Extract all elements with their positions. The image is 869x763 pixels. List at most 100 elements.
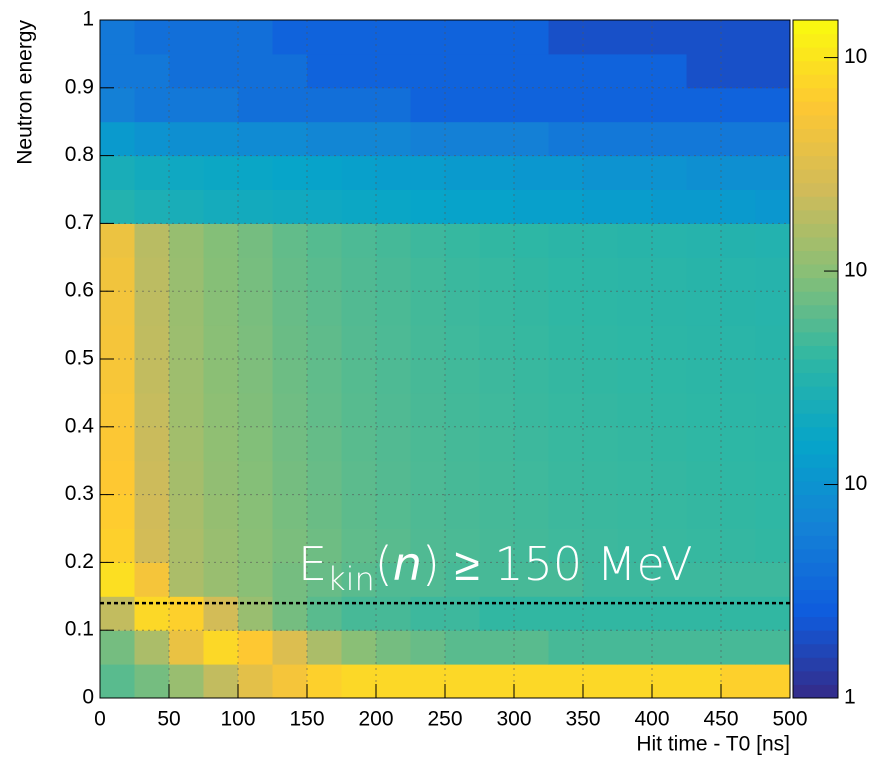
- heatmap-cell: [341, 596, 377, 631]
- heatmap-cell: [548, 494, 584, 529]
- heatmap-cell: [341, 426, 377, 462]
- heatmap-cell: [203, 291, 239, 326]
- heatmap-cell: [479, 87, 515, 123]
- colorbar-band: [793, 345, 838, 360]
- colorbar-band: [793, 453, 838, 468]
- heatmap-cell: [341, 155, 377, 190]
- heatmap-cell: [100, 121, 135, 157]
- heatmap-cell: [652, 53, 687, 89]
- heatmap-cell: [272, 528, 308, 563]
- heatmap-cell: [100, 87, 135, 123]
- x-axis-label: Hit time - T0 [ns]: [636, 733, 790, 756]
- y-axis-label: Neutron energy: [14, 20, 37, 165]
- heatmap-cell: [514, 426, 549, 462]
- heatmap-cell: [686, 630, 722, 665]
- colorbar-band: [793, 440, 838, 455]
- colorbar-band: [793, 548, 838, 563]
- heatmap-cell: [721, 291, 756, 326]
- heatmap-cell: [307, 562, 342, 597]
- heatmap-cell: [376, 223, 411, 258]
- colorbar-band: [793, 87, 838, 102]
- heatmap-cell: [341, 630, 377, 665]
- heatmap-cell: [721, 155, 756, 190]
- heatmap-cell: [445, 223, 480, 258]
- heatmap-cell: [203, 460, 239, 496]
- plot-frame: [99, 19, 791, 699]
- colorbar-band: [793, 304, 838, 319]
- heatmap-cell: [445, 494, 480, 529]
- heatmap-cell: [272, 223, 308, 258]
- heatmap-cell: [583, 596, 618, 631]
- heatmap-cell: [272, 20, 308, 55]
- heatmap-cell: [755, 20, 791, 55]
- heatmap-cell: [755, 596, 791, 631]
- heatmap-cell: [445, 630, 480, 665]
- heatmap-cell: [583, 460, 618, 496]
- heatmap-cell: [479, 392, 515, 428]
- heatmap-cell: [583, 630, 618, 665]
- heatmap-cell: [755, 325, 791, 360]
- colorbar-band: [793, 182, 838, 197]
- heatmap-cell: [169, 87, 204, 123]
- colorbar-tick-label: 10: [844, 259, 867, 282]
- heatmap-cell: [652, 460, 687, 496]
- heatmap-cell: [341, 359, 377, 394]
- colorbar-band: [793, 47, 838, 62]
- colorbar-band: [793, 277, 838, 292]
- colorbar-band: [793, 20, 838, 35]
- heatmap-cell: [721, 426, 756, 462]
- heatmap-cell: [686, 460, 722, 496]
- heatmap-cell: [721, 223, 756, 258]
- heatmap-cell: [307, 155, 342, 190]
- heatmap-cell: [169, 155, 204, 190]
- heatmap-cell: [410, 53, 446, 89]
- heatmap-cell: [721, 664, 756, 699]
- heatmap-cell: [652, 596, 687, 631]
- colorbar-band: [793, 372, 838, 387]
- heatmap-cell: [652, 121, 687, 157]
- heatmap-cell: [203, 392, 239, 428]
- heatmap-cell: [238, 460, 273, 496]
- heatmap-cell: [652, 528, 687, 563]
- heatmap-cell: [376, 291, 411, 326]
- heatmap-cell: [479, 596, 515, 631]
- heatmap-cell: [203, 596, 239, 631]
- colorbar-band: [793, 413, 838, 428]
- x-tick-label: 100: [220, 708, 255, 731]
- colorbar-band: [793, 209, 838, 224]
- heatmap-cell: [134, 630, 170, 665]
- heatmap-cell: [755, 460, 791, 496]
- heatmap-cell: [721, 460, 756, 496]
- heatmap-cell: [238, 291, 273, 326]
- heatmap-cell: [169, 562, 204, 597]
- heatmap-cell: [445, 20, 480, 55]
- heatmap-cell: [203, 359, 239, 394]
- heatmap-cell: [514, 630, 549, 665]
- heatmap-cell: [376, 460, 411, 496]
- heatmap-cell: [376, 359, 411, 394]
- colorbar-band: [793, 575, 838, 591]
- heatmap-cell: [652, 189, 687, 224]
- heatmap-cell: [652, 155, 687, 190]
- heatmap-cell: [100, 223, 135, 258]
- heatmap-cell: [755, 257, 791, 292]
- heatmap-cell: [548, 630, 584, 665]
- heatmap-cell: [652, 664, 687, 699]
- heatmap-cell: [479, 20, 515, 55]
- heatmap-cell: [169, 121, 204, 157]
- heatmap-cell: [203, 257, 239, 292]
- heatmap-cell: [514, 664, 549, 699]
- colorbar-band: [793, 521, 838, 536]
- heatmap-cell: [755, 392, 791, 428]
- heatmap-cell: [721, 121, 756, 157]
- heatmap-cell: [410, 20, 446, 55]
- heatmap-cell: [410, 630, 446, 665]
- heatmap-cell: [203, 87, 239, 123]
- heatmap-cell: [686, 20, 722, 55]
- heatmap-cell: [617, 189, 653, 224]
- y-tick-label: 0.2: [65, 550, 94, 573]
- heatmap-cell: [238, 325, 273, 360]
- heatmap-cell: [134, 596, 170, 631]
- heatmap-cell: [134, 359, 170, 394]
- heatmap-cell: [479, 528, 515, 563]
